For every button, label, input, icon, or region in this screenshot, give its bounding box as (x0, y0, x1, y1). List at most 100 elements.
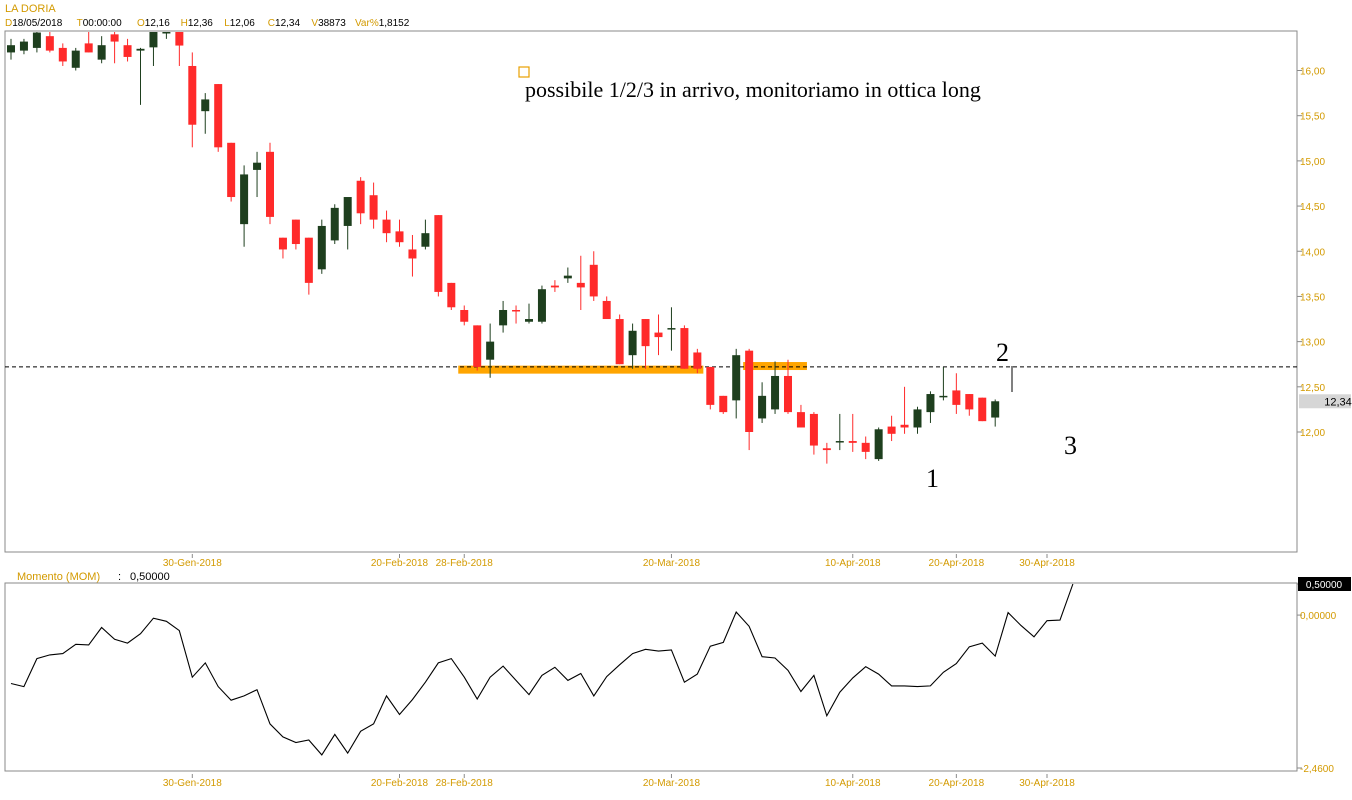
candle-body (214, 84, 223, 148)
candle-body (732, 355, 741, 401)
price-panel-frame (4, 30, 1298, 553)
price-date-label: 30-Apr-2018 (1019, 558, 1075, 569)
point-label-1: 1 (926, 464, 939, 493)
candle-body (628, 330, 637, 356)
chart-title: LA DORIA (5, 3, 56, 15)
candle-body (589, 264, 598, 297)
candle-body (434, 215, 443, 292)
momentum-date-axis: 30-Gen-2018 20-Feb-2018 28-Feb-2018 20-Mar-… (163, 774, 1075, 789)
candle-body (71, 50, 80, 68)
candle-body (32, 32, 41, 48)
candle-body (369, 195, 378, 220)
price-date-label: 20-Apr-2018 (929, 558, 985, 569)
candle-body (706, 366, 715, 405)
candle-body (421, 233, 430, 247)
momentum-title: Momento (MOM) (17, 571, 100, 583)
candle-body (253, 162, 262, 170)
candles-group (7, 32, 1000, 464)
candle-body (84, 43, 93, 53)
candle-body (952, 390, 961, 405)
price-axis-label: 16,00 (1300, 67, 1325, 78)
candle-body (408, 249, 417, 259)
candle-body (149, 32, 158, 48)
candle-body (58, 47, 67, 62)
candle-body (512, 309, 521, 312)
candle-body (460, 309, 469, 322)
header-field: L12,06 (224, 18, 255, 29)
header-field: D18/05/2018 (5, 18, 63, 29)
header-field: H12,36 (181, 18, 214, 29)
header-fields: D18/05/2018 T00:00:00 O12,16 H12,36 L12,06 C1… (5, 18, 410, 29)
price-date-label: 20-Mar-2018 (643, 558, 701, 569)
momentum-axis-label: -2,4600 (1300, 764, 1334, 775)
price-axis: 12,00 12,50 13,00 13,50 14,00 14,50 15,00 15,50… (1297, 67, 1325, 439)
momentum-date-label: 30-Apr-2018 (1019, 778, 1075, 789)
candle-body (719, 395, 728, 413)
price-axis-label: 15,00 (1300, 157, 1325, 168)
candle-body (537, 289, 546, 322)
momentum-date-label: 20-Apr-2018 (929, 778, 985, 789)
candle-body (809, 413, 818, 446)
candle-body (978, 397, 987, 422)
price-axis-label: 13,50 (1300, 292, 1325, 303)
point-label-2: 2 (996, 338, 1009, 367)
candle-body (19, 41, 28, 51)
momentum-date-label: 30-Gen-2018 (163, 778, 222, 789)
candle-body (887, 426, 896, 434)
momentum-value: 0,50000 (130, 571, 170, 583)
candle-body (188, 65, 197, 125)
candle-body (784, 375, 792, 413)
price-axis-label: 13,00 (1300, 338, 1325, 349)
last-price-label: 12,34 (1324, 396, 1352, 408)
candle-body (291, 219, 300, 245)
header-field: T00:00:00 (77, 18, 122, 29)
candle-body (266, 151, 274, 217)
candle-body (654, 332, 663, 338)
candle-body (771, 375, 780, 410)
candle-body (991, 401, 1000, 418)
candle-body (900, 424, 909, 428)
candle-body (563, 275, 572, 279)
point-label-3: 3 (1064, 431, 1077, 460)
candle-body (240, 174, 249, 225)
candle-body (278, 237, 287, 250)
candle-body (913, 409, 922, 428)
candle-body (382, 219, 391, 234)
candle-body (162, 32, 171, 34)
candle-body (473, 325, 482, 367)
candle-body (304, 237, 313, 283)
last-price-marker (1299, 394, 1351, 409)
candle-body (550, 285, 559, 288)
candle-body (835, 441, 844, 443)
candle-body (317, 225, 326, 270)
momentum-colon: : (118, 571, 121, 583)
candle-body (965, 394, 974, 410)
momentum-line (10, 583, 1074, 756)
candle-body (356, 180, 365, 214)
price-axis-label: 12,00 (1300, 428, 1325, 439)
candle-body (123, 45, 132, 57)
momentum-axis-label: 0,00000 (1300, 611, 1337, 622)
momentum-panel-frame (4, 582, 1298, 772)
candle-body (447, 282, 456, 308)
candle-body (525, 319, 533, 322)
annotation-marker-icon (518, 66, 530, 78)
candle-body (874, 429, 883, 460)
candle-body (343, 197, 352, 226)
candle-body (486, 341, 495, 360)
candle-body (175, 32, 184, 46)
support-zone (458, 365, 704, 374)
candle-body (227, 142, 236, 198)
header-field: O12,16 (137, 18, 170, 29)
candle-body (641, 319, 650, 347)
candle-body (110, 34, 119, 42)
candle-body (201, 99, 210, 112)
candle-body (330, 207, 339, 241)
header-field: C12,34 (268, 18, 301, 29)
momentum-axis: 0,50000 0,00000 -2,4600 (1297, 577, 1351, 775)
momentum-value-marker (1298, 577, 1351, 591)
candle-body (848, 441, 857, 443)
price-date-label: 20-Feb-2018 (371, 558, 429, 569)
candle-body (758, 395, 767, 419)
candle-body (97, 45, 106, 60)
